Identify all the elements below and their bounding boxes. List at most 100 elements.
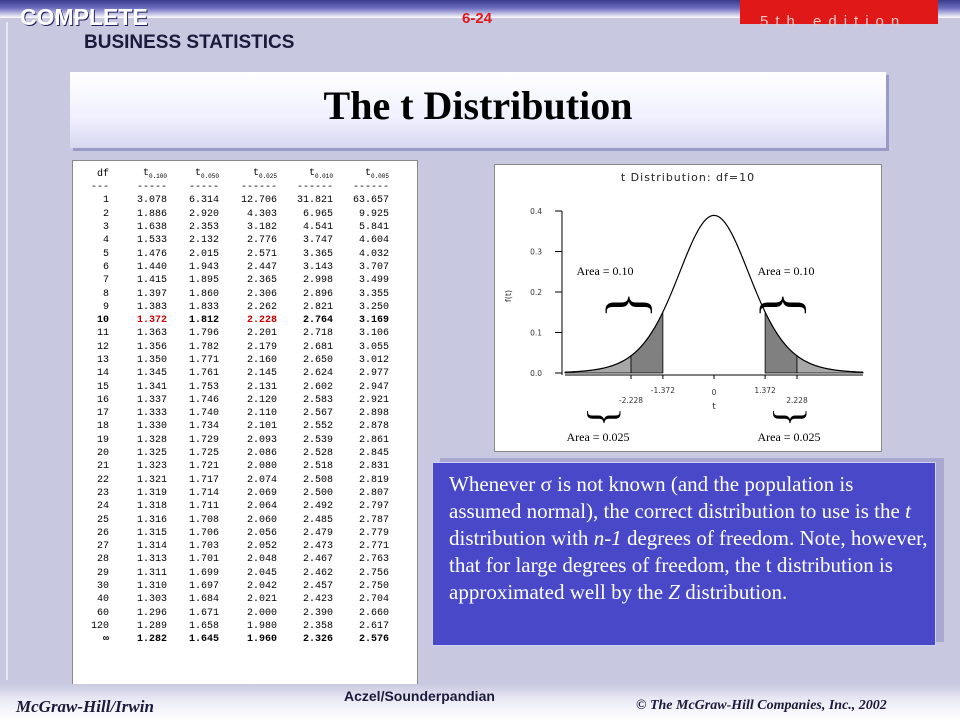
table-row: 3 1.638 2.353 3.182 4.541 5.841: [79, 221, 389, 234]
value-cell: 2.508: [302, 474, 333, 486]
value-cell: 1.943: [188, 261, 219, 273]
value-cell: 1.729: [188, 434, 219, 446]
value-cell: 4.032: [358, 248, 389, 260]
value-cell: 2.473: [302, 541, 333, 553]
value-cell: 2.763: [358, 554, 389, 566]
value-cell: 1.383: [136, 301, 167, 313]
table-row: 1 3.078 6.314 12.706 31.821 63.657: [79, 194, 389, 207]
value-cell: 3.365: [302, 248, 333, 260]
value-cell: 1.397: [136, 288, 167, 300]
slide-frame: [6, 22, 948, 680]
df-cell: 20: [96, 448, 109, 460]
value-cell: 2.602: [302, 381, 333, 393]
value-cell: 2.015: [188, 248, 219, 260]
value-cell: 2.423: [302, 594, 333, 606]
value-cell: 1.330: [136, 421, 167, 433]
value-cell: 1.960: [246, 634, 277, 646]
value-cell: 2.145: [246, 368, 277, 380]
value-cell: 2.583: [302, 394, 333, 406]
value-cell: 1.328: [136, 434, 167, 446]
value-cell: 1.711: [188, 501, 219, 513]
value-cell: 2.228: [246, 315, 277, 327]
value-cell: 2.101: [246, 421, 277, 433]
value-cell: 1.771: [188, 355, 219, 366]
value-cell: 3.707: [358, 261, 389, 273]
note-segment: Z: [668, 580, 680, 604]
x-tick-label: -1.372: [651, 386, 675, 395]
shaded-tail-region: [796, 355, 864, 374]
value-cell: 2.845: [358, 448, 389, 460]
value-cell: 2.074: [246, 474, 277, 486]
value-cell: 2.807: [358, 487, 389, 499]
value-cell: 2.132: [188, 235, 219, 247]
value-cell: 2.485: [302, 514, 333, 526]
area-label-right-010: Area = 0.10: [757, 264, 814, 278]
note-segment: degrees of freedom. Note, however, that …: [449, 526, 928, 604]
value-cell: 1.303: [136, 594, 167, 606]
table-header: df t0.100 t0.050 t0.025 t0.010 t0.005: [79, 167, 389, 181]
value-cell: 12.706: [240, 195, 277, 207]
df-cell: 21: [96, 461, 109, 473]
df-cell: 60: [96, 607, 109, 619]
df-cell: 3: [102, 222, 109, 234]
value-cell: 3.250: [358, 301, 389, 313]
value-cell: 2.660: [358, 607, 389, 619]
brace-left-010: {: [600, 292, 662, 319]
table-row: 22 1.321 1.717 2.074 2.508 2.819: [79, 474, 389, 487]
value-cell: 2.080: [246, 461, 277, 473]
table-row: 23 1.319 1.714 2.069 2.500 2.807: [79, 487, 389, 500]
df-cell: 7: [102, 275, 109, 287]
note-segment: distribution with: [449, 526, 594, 550]
value-cell: 1.703: [188, 541, 219, 553]
value-cell: 31.821: [296, 195, 333, 207]
value-cell: 2.787: [358, 514, 389, 526]
value-cell: 1.356: [136, 341, 167, 353]
df-cell: 27: [96, 541, 109, 553]
x-tick-label: 0: [712, 388, 717, 397]
value-cell: 1.341: [136, 381, 167, 393]
df-cell: 1: [102, 195, 109, 207]
value-cell: 1.753: [188, 381, 219, 393]
value-cell: 2.896: [302, 288, 333, 300]
note-segment: distribution.: [679, 580, 788, 604]
df-cell: 30: [96, 581, 109, 593]
value-cell: 2.201: [246, 328, 277, 340]
df-cell: 10: [96, 315, 109, 327]
separator-cell: ------: [296, 182, 333, 194]
value-cell: 1.782: [188, 341, 219, 353]
table-row: 9 1.383 1.833 2.262 2.821 3.250: [79, 301, 389, 314]
value-cell: 3.747: [302, 235, 333, 247]
value-cell: 2.064: [246, 501, 277, 513]
table-row: 16 1.337 1.746 2.120 2.583 2.921: [79, 394, 389, 407]
df-cell: 26: [96, 527, 109, 539]
value-cell: 2.571: [246, 248, 277, 260]
y-axis-label: f(t): [504, 290, 513, 302]
value-cell: 1.833: [188, 301, 219, 313]
value-cell: 6.314: [188, 195, 219, 207]
df-cell: 22: [96, 474, 109, 486]
value-cell: 3.055: [358, 341, 389, 353]
brand-complete: COMPLETE: [20, 4, 148, 30]
value-cell: 1.886: [136, 208, 167, 220]
value-cell: 4.604: [358, 235, 389, 247]
value-cell: 1.706: [188, 527, 219, 539]
value-cell: 2.390: [302, 607, 333, 619]
value-cell: 1.761: [188, 368, 219, 380]
df-cell: 28: [96, 554, 109, 566]
df-cell: 120: [90, 620, 109, 632]
table-row: 11 1.363 1.796 2.201 2.718 3.106: [79, 327, 389, 340]
separator-cell: ------: [352, 182, 389, 194]
value-cell: 2.467: [302, 554, 333, 566]
value-cell: 1.701: [188, 554, 219, 566]
chart-title: t Distribution: df=10: [621, 171, 755, 184]
value-cell: 1.714: [188, 487, 219, 499]
value-cell: 2.052: [246, 541, 277, 553]
value-cell: 1.533: [136, 235, 167, 247]
value-cell: 2.358: [302, 620, 333, 632]
value-cell: 1.697: [188, 581, 219, 593]
value-cell: 2.056: [246, 527, 277, 539]
value-cell: 1.699: [188, 567, 219, 579]
header-row: df t0.100 t0.050 t0.025 t0.010 t0.005: [79, 167, 389, 181]
value-cell: 9.925: [358, 208, 389, 220]
value-cell: 1.638: [136, 222, 167, 234]
